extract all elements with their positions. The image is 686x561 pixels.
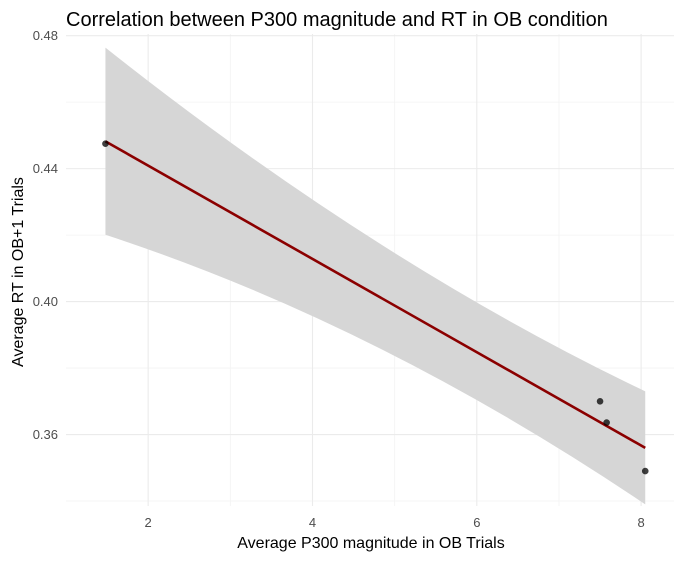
y-axis-title: Average RT in OB+1 Trials [10, 177, 27, 367]
data-points [102, 140, 649, 475]
data-point [596, 397, 604, 405]
chart-title: Correlation between P300 magnitude and R… [66, 9, 608, 31]
regression-line [104, 140, 646, 449]
data-point [641, 467, 649, 475]
data-point [102, 140, 109, 147]
confidence-band [105, 47, 646, 505]
ci-band [105, 47, 646, 505]
x-axis-title: Average P300 magnitude in OB Trials [237, 535, 504, 552]
y-axis-ticks: 0.36 0.40 0.44 0.48 [33, 28, 58, 442]
fit-line [104, 140, 646, 449]
y-tick-label: 0.40 [33, 294, 58, 309]
data-point [603, 419, 610, 426]
y-tick-label: 0.36 [33, 427, 58, 442]
y-tick-label: 0.44 [33, 161, 58, 176]
x-tick-label: 8 [638, 515, 645, 530]
y-tick-label: 0.48 [33, 28, 58, 43]
x-axis-ticks: 2 4 6 8 [145, 515, 645, 530]
x-tick-label: 4 [309, 515, 316, 530]
x-tick-label: 6 [473, 515, 480, 530]
x-tick-label: 2 [145, 515, 152, 530]
